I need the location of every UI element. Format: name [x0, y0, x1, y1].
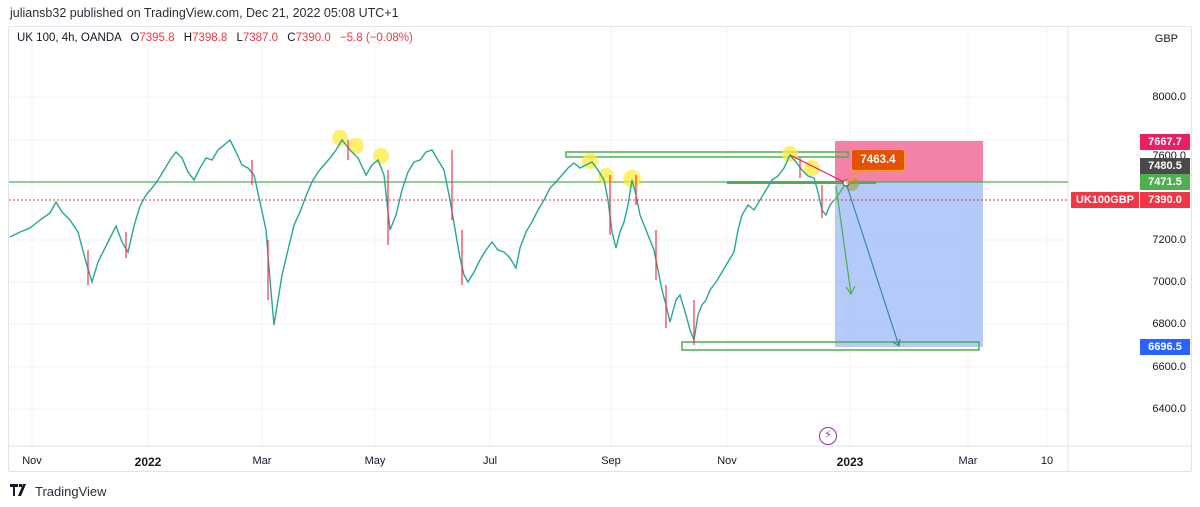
projection-arrow-1: [835, 185, 856, 296]
price-tick: 8000.0: [1152, 91, 1186, 103]
time-tick: Nov: [717, 455, 737, 467]
published-info: juliansb32 published on TradingView.com,…: [10, 6, 399, 20]
legend-high: 7398.8: [192, 32, 228, 44]
price-tick: 6400.0: [1152, 403, 1186, 415]
support-bar: [727, 181, 876, 184]
time-tick: May: [364, 455, 386, 467]
time-tick: Jul: [482, 455, 498, 467]
legend-symbol: UK 100, 4h, OANDA: [17, 32, 122, 44]
time-tick: Sep: [601, 455, 621, 467]
legend-change: −5.8 (−0.08%): [339, 32, 413, 44]
price-tick: 6800.0: [1152, 318, 1186, 330]
down-candles: [87, 140, 823, 345]
time-tick: Mar: [958, 455, 978, 467]
stop-loss-price-tag: 7667.7: [1140, 134, 1190, 150]
grid-vertical: [31, 27, 1048, 446]
tradingview-logo-icon: [10, 484, 30, 499]
target-price-tag: 6696.5: [1140, 339, 1190, 355]
legend-close: 7390.0: [295, 32, 331, 44]
time-tick: Nov: [22, 455, 42, 467]
symbol-legend[interactable]: UK 100, 4h, OANDA O7395.8 H7398.8 L7387.…: [17, 32, 413, 44]
resistance-box: [565, 151, 849, 158]
currency-label: GBP: [1154, 33, 1178, 45]
time-tick: 10: [1040, 455, 1054, 467]
legend-low: 7387.0: [242, 32, 279, 44]
time-tick: Mar: [252, 455, 272, 467]
peak-highlights: [332, 130, 859, 191]
symbol-tag: UK100GBP: [1070, 192, 1139, 208]
time-tick: 2023: [836, 455, 864, 469]
price-tick: 6600.0: [1152, 361, 1186, 373]
take-profit-zone: [835, 182, 983, 347]
price-callout[interactable]: 7463.4: [852, 150, 904, 170]
trend-line: [789, 154, 847, 184]
price-tick: 7200.0: [1152, 234, 1186, 246]
tradingview-logo[interactable]: TradingView: [10, 484, 107, 499]
lightning-bolt-icon[interactable]: ⚡: [819, 427, 837, 445]
support-box: [681, 341, 980, 351]
legend-open: 7395.8: [139, 32, 175, 44]
entry-price-tag: 7471.5: [1140, 174, 1190, 190]
projection-arrow-2: [845, 182, 901, 348]
time-tick: 2022: [134, 455, 162, 469]
level-price-tag: 7480.5: [1140, 158, 1190, 174]
last-price-tag: 7390.0: [1140, 192, 1190, 208]
brand-name: TradingView: [35, 484, 107, 499]
price-tick: 7000.0: [1152, 276, 1186, 288]
chart-frame[interactable]: [8, 26, 1192, 472]
